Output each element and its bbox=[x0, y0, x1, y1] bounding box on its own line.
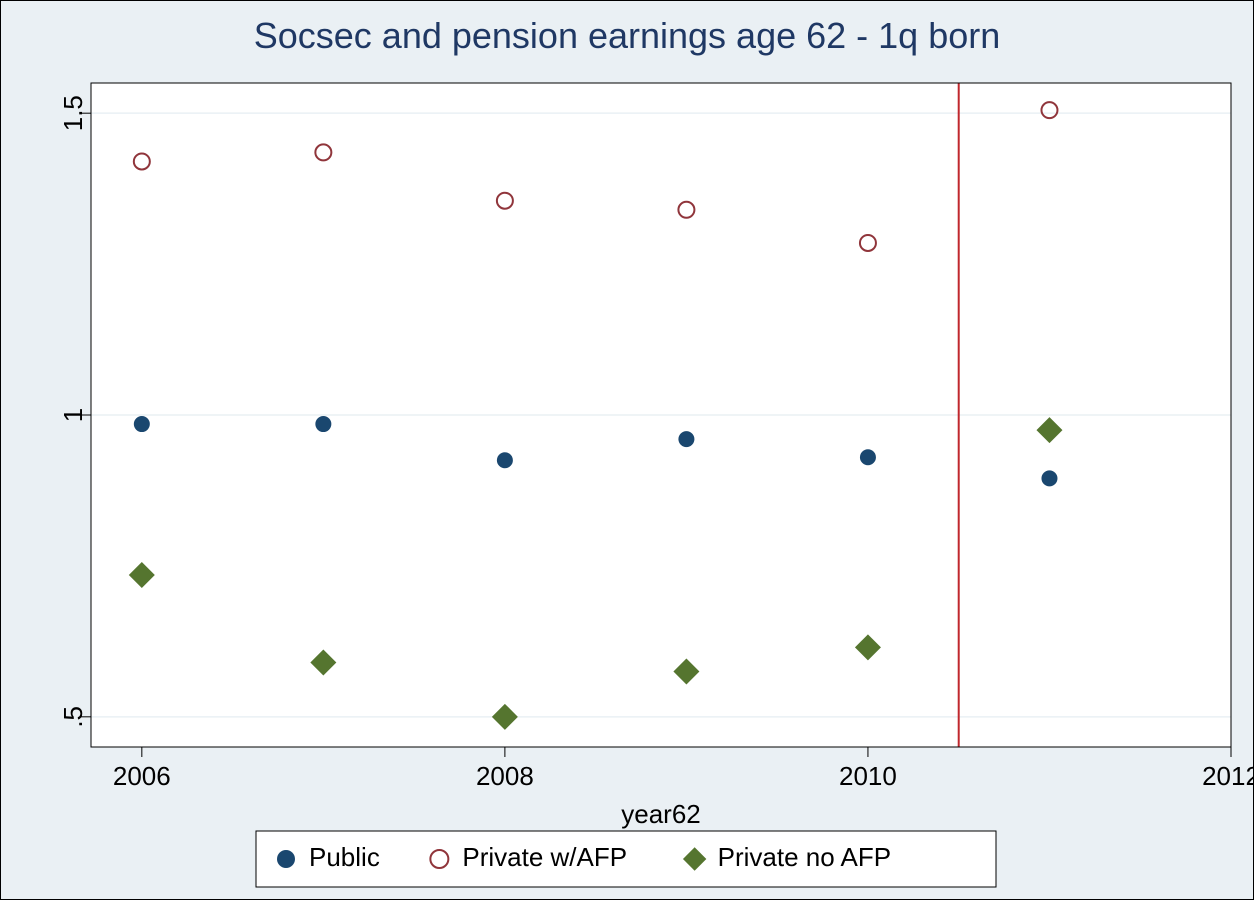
data-point bbox=[315, 416, 331, 432]
y-tick-label: 1.5 bbox=[58, 95, 88, 131]
x-tick-label: 2012 bbox=[1202, 761, 1254, 791]
legend-label: Public bbox=[309, 842, 380, 872]
chart-container: Socsec and pension earnings age 62 - 1q … bbox=[0, 0, 1254, 900]
data-point bbox=[277, 850, 295, 868]
x-tick-label: 2010 bbox=[839, 761, 897, 791]
chart-svg: 2006 2008 2010 2012 year62 .5 1 1.5 Public Privat… bbox=[1, 1, 1254, 901]
data-point bbox=[678, 431, 694, 447]
y-tick-label: .5 bbox=[58, 706, 88, 728]
legend-label: Private no AFP bbox=[718, 842, 891, 872]
data-point bbox=[134, 416, 150, 432]
x-tick-label: 2006 bbox=[113, 761, 171, 791]
x-tick-label: 2008 bbox=[476, 761, 534, 791]
data-point bbox=[497, 452, 513, 468]
x-axis-label: year62 bbox=[621, 799, 701, 829]
data-point bbox=[1041, 470, 1057, 486]
data-point bbox=[860, 449, 876, 465]
y-tick-label: 1 bbox=[58, 408, 88, 422]
legend-label: Private w/AFP bbox=[462, 842, 627, 872]
